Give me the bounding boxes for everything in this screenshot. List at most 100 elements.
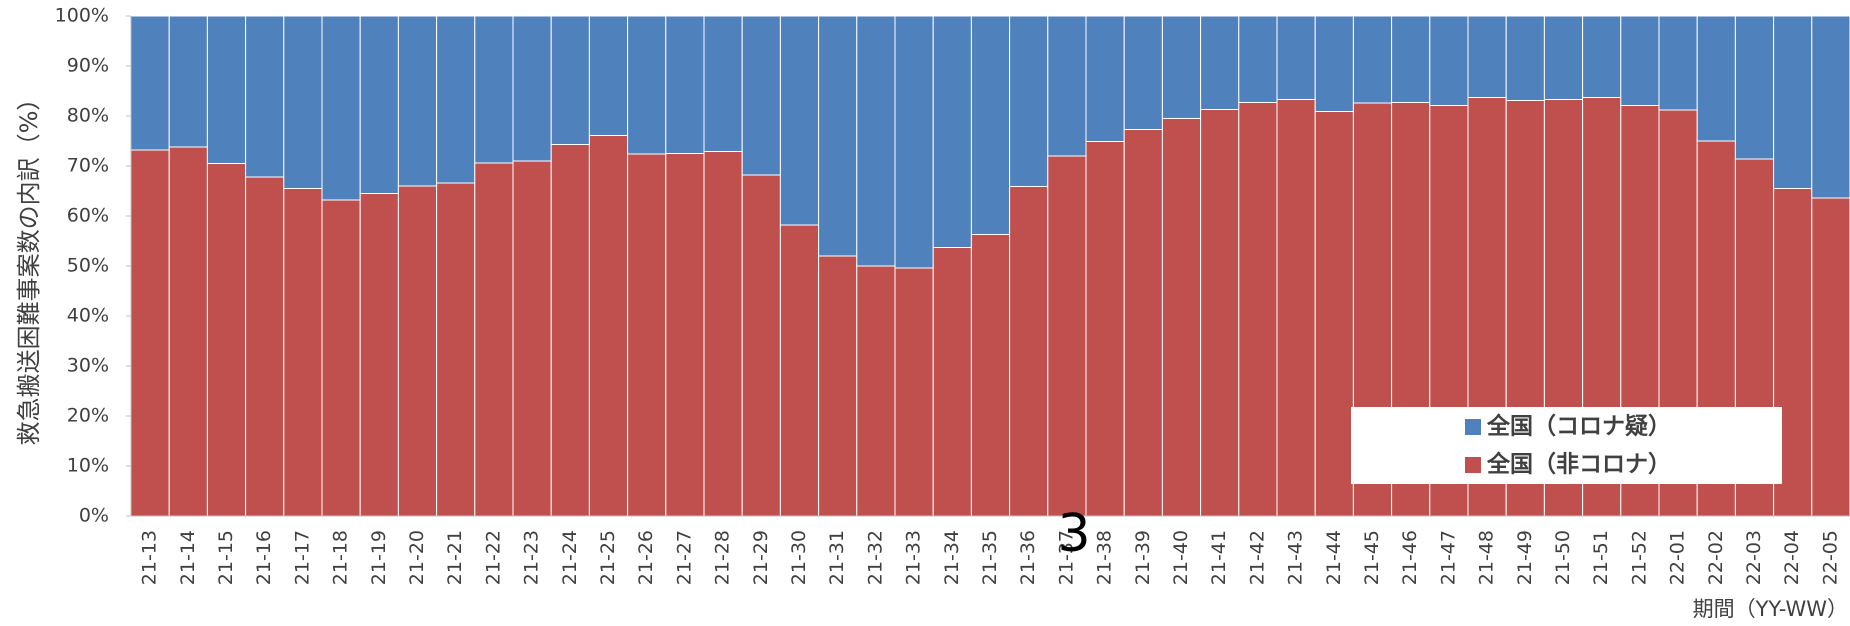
x-tick-label: 22-02 (1705, 530, 1727, 585)
bar-segment (1238, 15, 1278, 103)
bar-segment (970, 15, 1011, 235)
x-tick-label: 21-13 (139, 530, 161, 585)
y-tick-label: 70% (67, 155, 109, 177)
bar-segment (359, 15, 399, 194)
x-tick-label: 22-03 (1743, 530, 1765, 585)
y-tick-label: 0% (79, 505, 109, 527)
bar-segment (474, 15, 514, 164)
bar-segment (741, 174, 781, 517)
bar-segment (1085, 141, 1125, 517)
x-tick-label: 21-40 (1170, 530, 1192, 585)
legend-label: 全国（非コロナ） (1486, 451, 1671, 478)
bar-segment (703, 15, 743, 152)
bar-segment (1123, 129, 1163, 517)
bar-segment (894, 15, 934, 269)
bar-segment (1811, 197, 1850, 517)
x-tick-label: 21-36 (1017, 530, 1039, 585)
x-tick-label: 21-30 (788, 530, 810, 585)
legend-swatch (1465, 457, 1481, 473)
y-tick-label: 30% (67, 355, 109, 377)
bar-segment (283, 188, 323, 517)
bar-segment (474, 162, 514, 517)
bar-segment (1238, 102, 1278, 517)
x-tick-label: 21-34 (941, 530, 963, 585)
x-tick-label: 21-32 (864, 530, 886, 585)
bar-segment (1085, 15, 1125, 142)
bar-segment (1391, 15, 1431, 103)
y-axis-title: 救急搬送困難事案数の内訳（%） (15, 87, 43, 446)
bar-segment (283, 15, 323, 189)
bar-segment (1620, 15, 1660, 106)
x-tick-label: 21-22 (482, 530, 504, 585)
bar-segment (130, 15, 170, 151)
x-tick-label: 22-04 (1781, 530, 1803, 585)
x-tick-label: 21-37 (1055, 530, 1077, 585)
x-tick-label: 21-48 (1476, 530, 1498, 585)
bar-segment (818, 255, 858, 517)
bar-segment (1734, 15, 1775, 160)
bar-segment (1276, 15, 1316, 100)
x-tick-label: 21-25 (597, 530, 619, 585)
bar-segment (856, 265, 896, 517)
x-tick-label: 21-17 (291, 530, 313, 585)
bar-segment (627, 15, 667, 155)
x-tick-label: 21-45 (1361, 530, 1383, 585)
bar-segment (321, 199, 361, 517)
bar-segment (970, 234, 1011, 517)
x-tick-label: 21-46 (1399, 530, 1421, 585)
x-tick-label: 21-47 (1437, 530, 1459, 585)
bar-segment (894, 267, 934, 517)
y-tick-label: 50% (67, 255, 109, 277)
bar-segment (1161, 15, 1202, 119)
bar-segment (779, 224, 820, 517)
bar-segment (1200, 15, 1240, 110)
y-tick-label: 40% (67, 305, 109, 327)
x-tick-label: 21-35 (979, 530, 1001, 585)
bar-segment (665, 153, 705, 517)
x-tick-label: 21-24 (559, 530, 581, 585)
bar-segment (1773, 15, 1813, 189)
bar-segment (397, 15, 438, 187)
x-tick-label: 21-52 (1628, 530, 1650, 585)
bar-segment (588, 135, 629, 517)
bar-segment (1582, 15, 1622, 98)
bar-segment (168, 15, 208, 148)
x-tick-label: 21-42 (1246, 530, 1268, 585)
bar-segment (436, 182, 476, 517)
y-tick-label: 20% (67, 405, 109, 427)
y-tick-label: 100% (55, 5, 109, 27)
bar-segment (206, 15, 247, 164)
bar-segment (1047, 155, 1087, 517)
x-axis-title: 期間（YY-WW） (1693, 597, 1848, 621)
bar-segment (779, 15, 820, 226)
x-tick-label: 21-19 (368, 530, 390, 585)
x-tick-label: 21-26 (635, 530, 657, 585)
bar-segment (397, 185, 438, 517)
bar-segment (550, 144, 590, 517)
x-tick-label: 21-16 (253, 530, 275, 585)
bar-segment (932, 247, 972, 517)
x-tick-label: 21-27 (673, 530, 695, 585)
x-tick-label: 21-51 (1590, 530, 1612, 585)
x-tick-label: 21-21 (444, 530, 466, 585)
bar-segment (1314, 111, 1354, 517)
x-tick-label: 21-50 (1552, 530, 1574, 585)
bar-segment (856, 15, 896, 267)
bar-segment (665, 15, 705, 154)
bar-segment (588, 15, 629, 136)
bar-segment (1009, 15, 1049, 187)
x-tick-label: 21-28 (712, 530, 734, 585)
bar-segment (1352, 15, 1393, 104)
bar-segment (359, 193, 399, 517)
legend-label: 全国（コロナ疑） (1486, 413, 1671, 440)
y-tick-label: 80% (67, 105, 109, 127)
bar-segment (1467, 15, 1507, 98)
legend-swatch (1465, 419, 1481, 435)
x-tick-label: 21-38 (1094, 530, 1116, 585)
x-tick-label: 21-15 (215, 530, 237, 585)
x-tick-label: 22-01 (1667, 530, 1689, 585)
bar-segment (245, 15, 285, 178)
bar-segment (436, 15, 476, 184)
page-number: 3 (1057, 504, 1090, 564)
bar-segment (1505, 15, 1545, 101)
